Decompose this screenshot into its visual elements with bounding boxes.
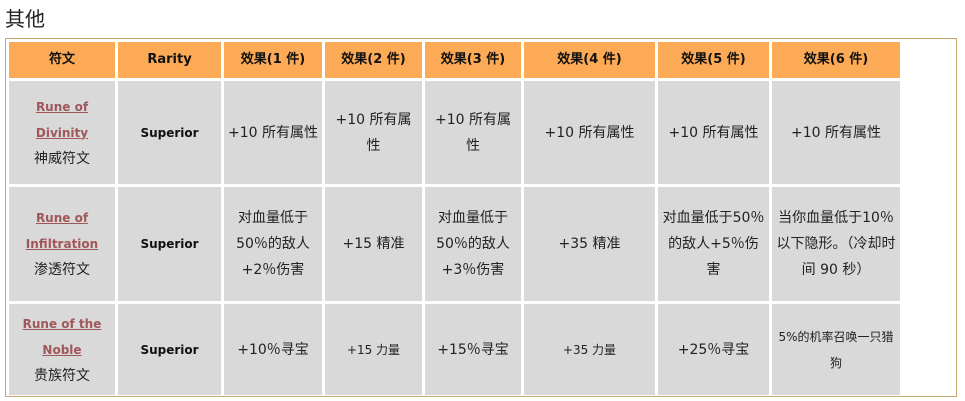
rune-link[interactable]: Rune of Infiltration — [25, 211, 99, 251]
effect-cell: 5%的机率召唤一只猎狗 — [772, 304, 900, 395]
rune-cn: 神威符文 — [34, 150, 90, 167]
effect-cell: +10 所有属性 — [524, 81, 655, 184]
rune-table-container: 符文 Rarity 效果(1 件) 效果(2 件) 效果(3 件) 效果(4 件… — [5, 38, 957, 397]
effect-cell: +10 所有属性 — [425, 81, 521, 184]
rarity-cell: Superior — [118, 304, 221, 395]
rune-table: 符文 Rarity 效果(1 件) 效果(2 件) 效果(3 件) 效果(4 件… — [6, 39, 903, 398]
header-row: 符文 Rarity 效果(1 件) 效果(2 件) 效果(3 件) 效果(4 件… — [9, 42, 900, 78]
header-effect-3: 效果(3 件) — [425, 42, 521, 78]
effect-cell: +10 所有属性 — [224, 81, 322, 184]
effect-cell: 当你血量低于10％以下隐形。（冷却时间 90 秒） — [772, 187, 900, 301]
header-effect-5: 效果(5 件) — [658, 42, 769, 78]
effect-cell: 对血量低于50％的敌人+3％伤害 — [425, 187, 521, 301]
header-effect-4: 效果(4 件) — [524, 42, 655, 78]
effect-cell: 对血量低于50％的敌人+2％伤害 — [224, 187, 322, 301]
header-rarity: Rarity — [118, 42, 221, 78]
rune-cn: 渗透符文 — [34, 262, 90, 278]
rune-cell: Rune of Divinity 神威符文 — [9, 81, 115, 184]
rune-cn: 贵族符文 — [34, 367, 90, 384]
effect-cell: +15 力量 — [325, 304, 422, 395]
table-row: Rune of Infiltration 渗透符文 Superior 对血量低于5… — [9, 187, 900, 301]
header-effect-6: 效果(6 件) — [772, 42, 900, 78]
rune-link[interactable]: Rune of the Noble — [22, 316, 102, 357]
section-title: 其他 — [5, 7, 45, 31]
table-row: Rune of Divinity 神威符文 Superior +10 所有属性 +… — [9, 81, 900, 184]
effect-cell: +10％寻宝 — [224, 304, 322, 395]
rune-link[interactable]: Rune of Divinity — [35, 99, 89, 140]
rune-cell: Rune of Infiltration 渗透符文 — [9, 187, 115, 301]
rune-cell: Rune of the Noble 贵族符文 — [9, 304, 115, 395]
header-effect-1: 效果(1 件) — [224, 42, 322, 78]
effect-cell: 对血量低于50％的敌人+5％伤害 — [658, 187, 769, 301]
effect-cell: +35 精准 — [524, 187, 655, 301]
header-effect-2: 效果(2 件) — [325, 42, 422, 78]
header-rune: 符文 — [9, 42, 115, 78]
effect-cell: +10 所有属性 — [658, 81, 769, 184]
rarity-cell: Superior — [118, 187, 221, 301]
effect-cell: +35 力量 — [524, 304, 655, 395]
rarity-cell: Superior — [118, 81, 221, 184]
effect-cell: +15％寻宝 — [425, 304, 521, 395]
effect-cell: +10 所有属性 — [325, 81, 422, 184]
effect-cell: +15 精准 — [325, 187, 422, 301]
table-row: Rune of the Noble 贵族符文 Superior +10％寻宝 +1… — [9, 304, 900, 395]
effect-cell: +10 所有属性 — [772, 81, 900, 184]
effect-cell: +25％寻宝 — [658, 304, 769, 395]
